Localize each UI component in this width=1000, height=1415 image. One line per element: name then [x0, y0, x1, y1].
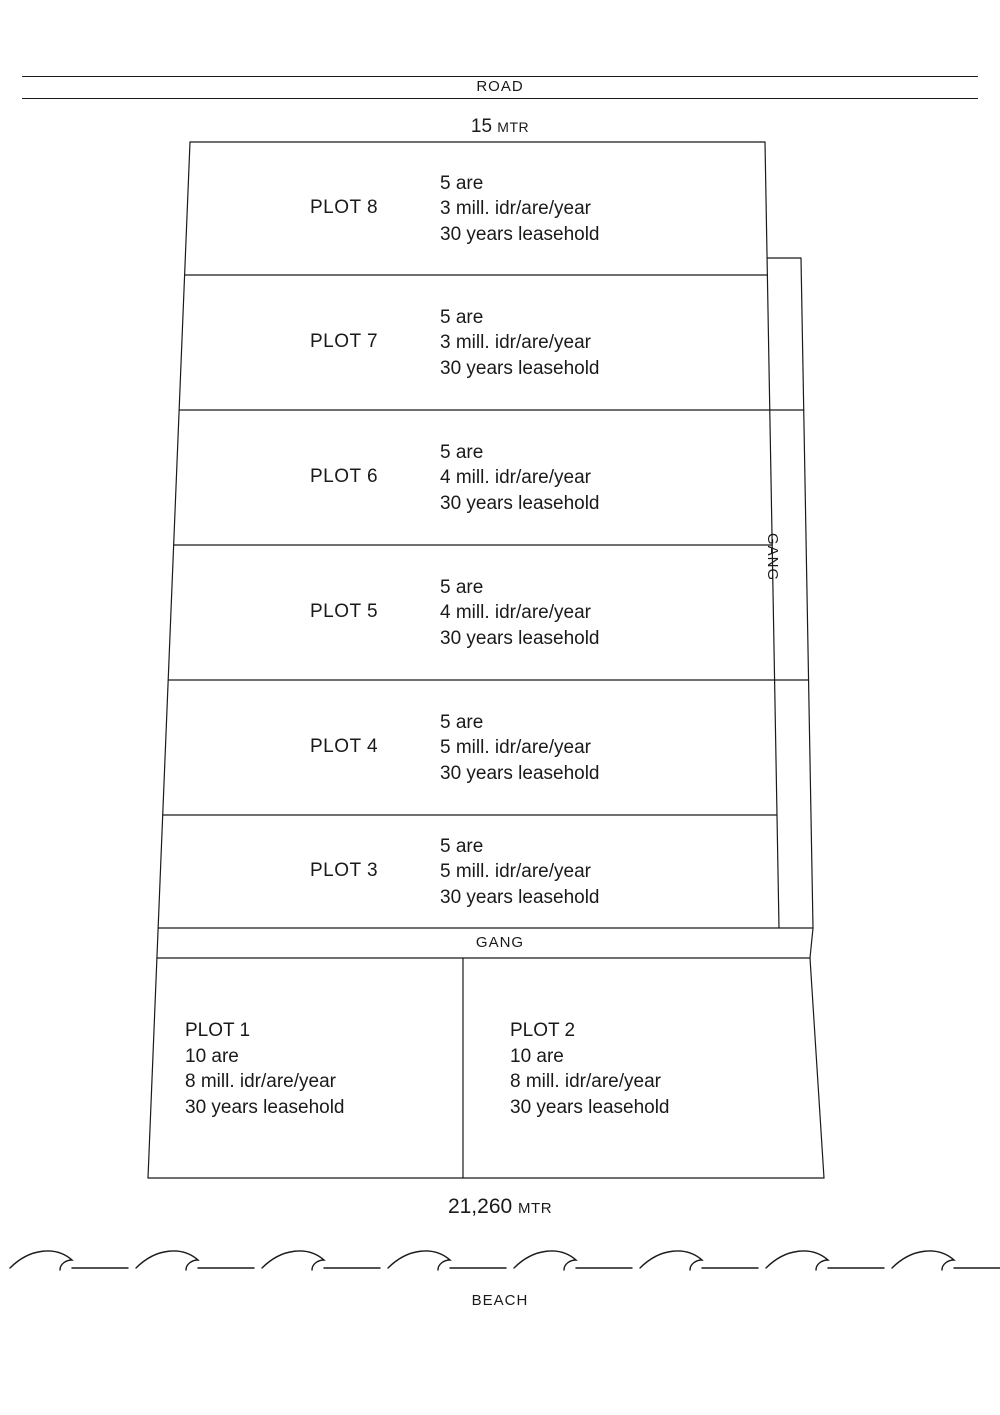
wave-icon [892, 1251, 1000, 1270]
wave-icon [136, 1251, 254, 1270]
wave-icon [10, 1251, 128, 1270]
wave-icon [766, 1251, 884, 1270]
wave-icon [388, 1251, 506, 1270]
beach-label: BEACH [0, 1292, 1000, 1309]
wave-icon [514, 1251, 632, 1270]
wave-svg [0, 0, 1000, 1415]
wave-icon [262, 1251, 380, 1270]
site-plan-page: ROAD 15 MTR PLOT 85 are3 mill. idr/are/y… [0, 0, 1000, 1415]
wave-icon [640, 1251, 758, 1270]
